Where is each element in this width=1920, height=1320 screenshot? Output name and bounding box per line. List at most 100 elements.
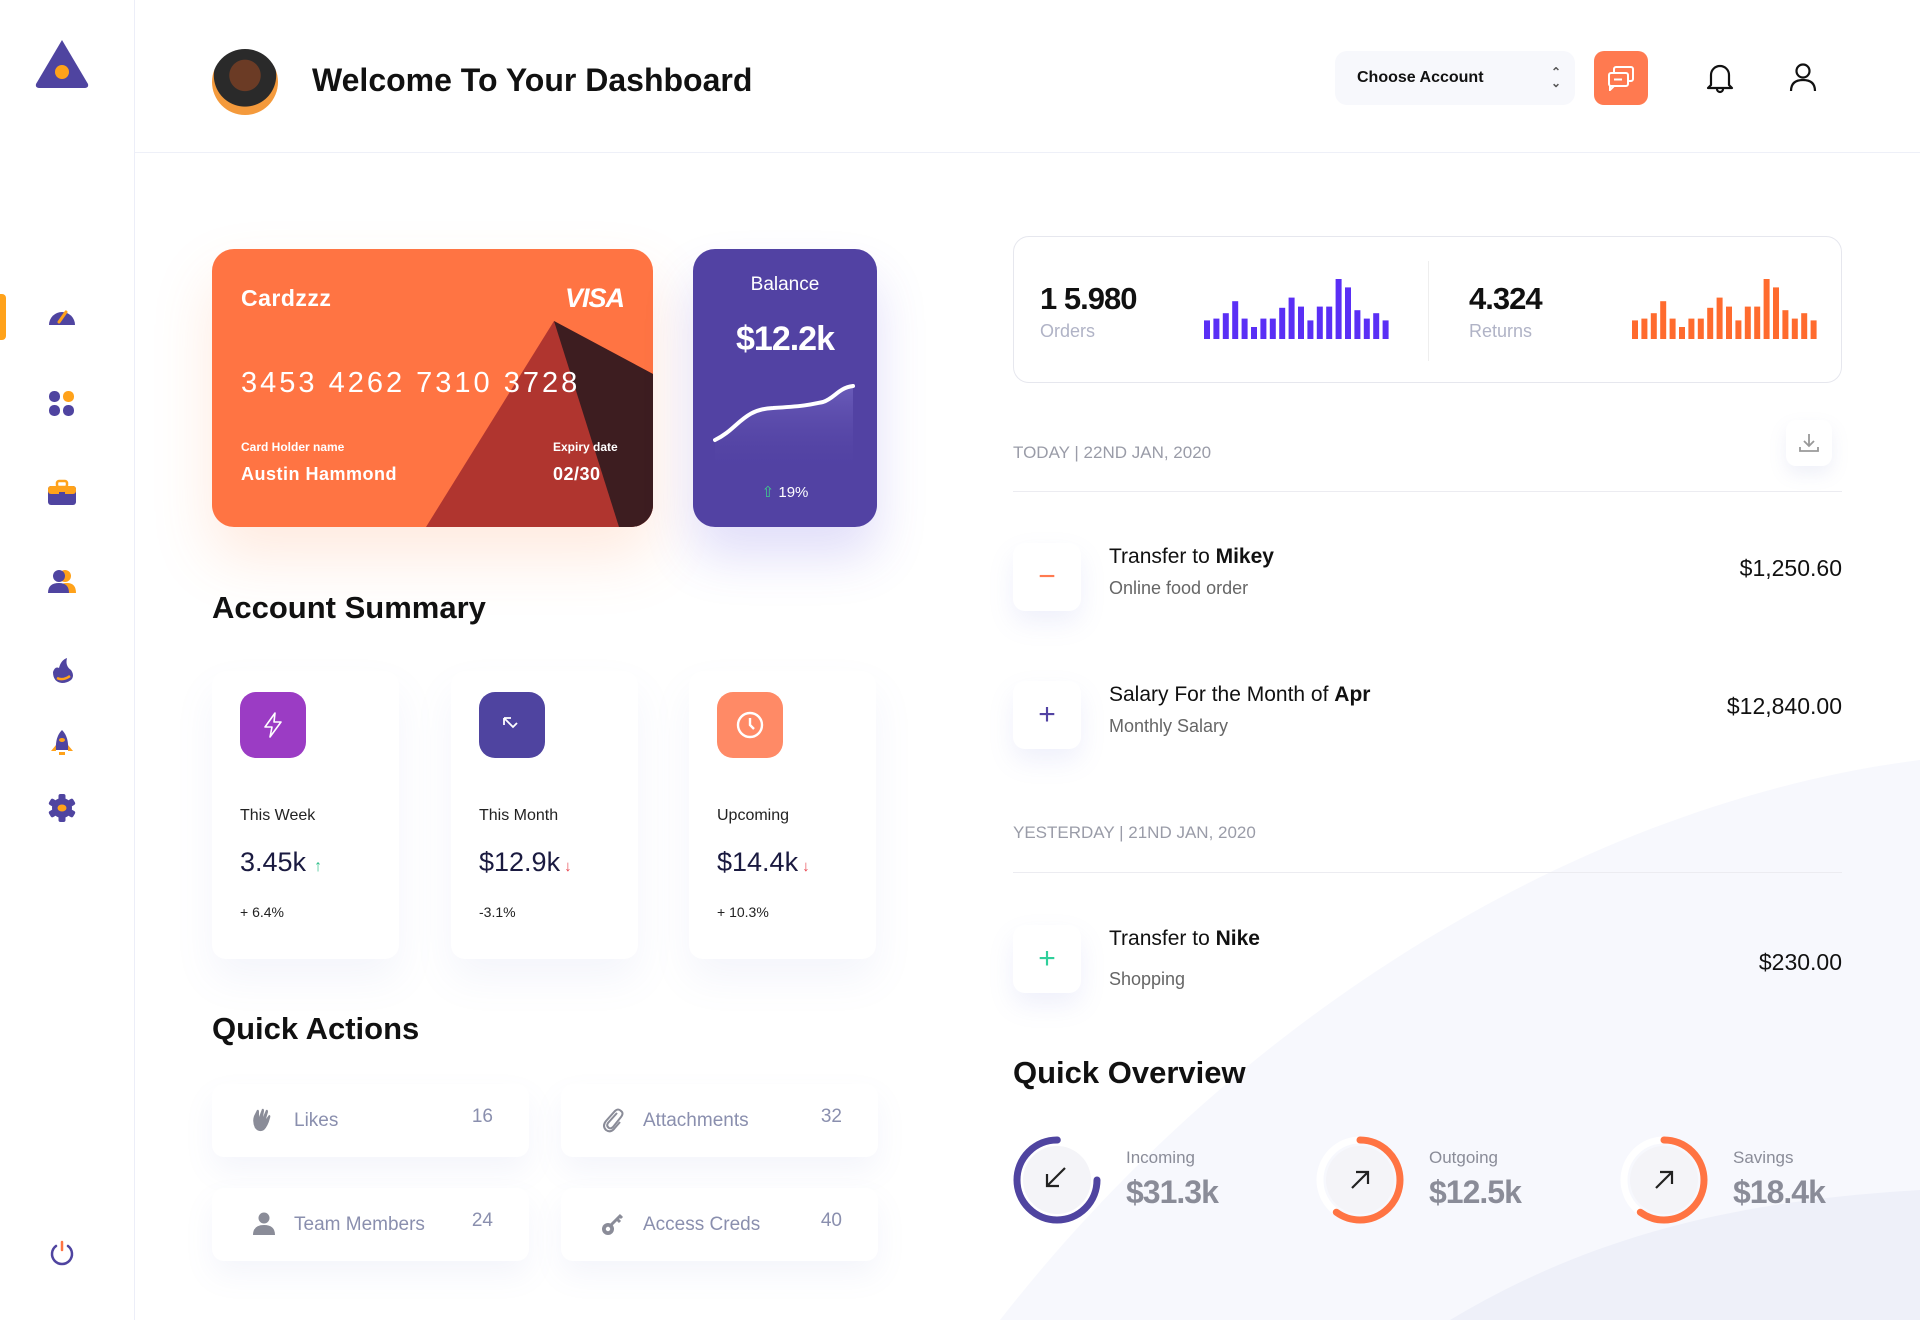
top-header [135, 0, 1920, 153]
spark-bar [1810, 320, 1817, 339]
overview-outgoing[interactable]: Outgoing $12.5k [1316, 1136, 1616, 1226]
avatar[interactable] [212, 49, 278, 115]
transaction-subtitle: Online food order [1109, 578, 1249, 598]
progress-arc [1316, 1136, 1404, 1224]
expiry-label: Expiry date [553, 440, 618, 454]
spark-bar [1307, 320, 1314, 339]
summary-label: Upcoming [717, 807, 790, 824]
quick-action-likes[interactable]: Likes 16 [212, 1084, 529, 1157]
overview-savings[interactable]: Savings $18.4k [1620, 1136, 1920, 1226]
users-icon[interactable] [47, 567, 77, 597]
spark-bar [1697, 318, 1704, 339]
fire-icon[interactable] [47, 655, 77, 685]
download-icon [1799, 434, 1819, 452]
quick-action-label: Access Creds [643, 1214, 761, 1235]
spark-bar [1373, 313, 1380, 339]
quick-action-label: Attachments [643, 1110, 749, 1131]
quick-overview-title: Quick Overview [1013, 1055, 1246, 1090]
summary-value-text: 3.45k [240, 847, 307, 877]
summary-change: + 6.4% [240, 904, 284, 920]
balance-sparkline [713, 384, 855, 474]
spark-bar [1251, 327, 1257, 339]
lightning-icon [240, 692, 306, 758]
credit-card[interactable]: Cardzzz VISA 3453 4262 7310 3728 Card Ho… [212, 249, 653, 527]
spark-bar [1204, 320, 1210, 339]
summary-value: $12.9k ↓ [479, 847, 572, 878]
briefcase-icon[interactable] [47, 478, 77, 508]
today-header: TODAY | 22ND JAN, 2020 [1013, 443, 1212, 462]
divider [1013, 872, 1842, 873]
balance-change-value: 19% [778, 484, 809, 501]
spark-bar [1726, 306, 1732, 339]
transaction-title-bold: Apr [1334, 683, 1371, 706]
account-select[interactable]: Choose Account ⌃ ⌄ [1335, 51, 1575, 105]
quick-action-count: 16 [471, 1106, 493, 1127]
plus-icon: + [1013, 925, 1081, 993]
chevron-updown-icon: ⌃ ⌄ [1550, 65, 1561, 90]
arrow-up-icon: ⇧ [761, 484, 775, 501]
arrow-up-right-icon [1351, 1170, 1370, 1189]
page-title: Welcome To Your Dashboard [312, 62, 753, 98]
transaction-amount: $230.00 [1758, 949, 1842, 975]
transaction-row[interactable]: − Transfer to Mikey Online food order $1… [1013, 543, 1842, 611]
balance-card[interactable]: Balance $12.2k ⇧ 19% [693, 249, 877, 527]
spark-bar [1791, 318, 1798, 339]
orders-label: Orders [1040, 321, 1096, 341]
spark-bar [1632, 320, 1638, 339]
spark-bar [1363, 318, 1370, 339]
quick-actions-title: Quick Actions [212, 1011, 420, 1046]
gear-icon[interactable] [47, 793, 77, 823]
visa-logo: VISA [564, 283, 625, 313]
spark-bar [1641, 318, 1648, 339]
plus-icon: + [1013, 681, 1081, 749]
arrow-down-left-icon [1045, 1167, 1066, 1188]
transaction-title-prefix: Transfer to [1109, 545, 1216, 568]
summary-card-this-week[interactable]: This Week 3.45k ↑ + 6.4% [212, 671, 399, 959]
returns-value: 4.324 [1469, 281, 1543, 316]
orders-bar-sparkline [1204, 279, 1389, 339]
power-icon[interactable] [47, 1238, 77, 1268]
spark-bar [1744, 306, 1751, 339]
transaction-row[interactable]: + Salary For the Month of Apr Monthly Sa… [1013, 681, 1842, 749]
spark-bar [1279, 307, 1286, 339]
card-name: Cardzzz [241, 285, 332, 311]
spark-bar [1782, 310, 1789, 339]
progress-ring [1316, 1136, 1404, 1224]
overview-label: Savings [1733, 1148, 1794, 1167]
transaction-amount: $12,840.00 [1726, 693, 1842, 719]
paperclip-icon [599, 1106, 627, 1134]
spark-bar [1716, 297, 1723, 339]
chat-button[interactable] [1594, 51, 1648, 105]
holder-label: Card Holder name [241, 440, 345, 454]
dashboard-gauge-icon[interactable] [47, 301, 77, 331]
transaction-title-bold: Nike [1215, 927, 1260, 950]
spark-bar [1345, 287, 1351, 339]
spark-bar [1735, 320, 1742, 339]
transaction-row[interactable]: + Transfer to Nike Shopping $230.00 [1013, 925, 1842, 993]
spark-bar [1773, 287, 1779, 339]
spark-bar [1260, 318, 1267, 339]
summary-value: $14.4k ↓ [717, 847, 810, 878]
user-icon [1789, 63, 1817, 92]
returns-bar-sparkline [1632, 279, 1817, 339]
summary-card-upcoming[interactable]: Upcoming $14.4k ↓ + 10.3% [689, 671, 876, 959]
profile-button[interactable] [1785, 60, 1821, 96]
spark-bar [1213, 318, 1220, 339]
quick-action-access-creds[interactable]: Access Creds 40 [561, 1188, 878, 1261]
orders-value: 1 5.980 [1040, 281, 1137, 316]
quick-action-count: 24 [471, 1210, 493, 1231]
active-indicator [0, 294, 6, 340]
spark-bar [1763, 279, 1770, 339]
overview-incoming[interactable]: Incoming $31.3k [1013, 1136, 1313, 1226]
summary-card-this-month[interactable]: This Month $12.9k ↓ -3.1% [451, 671, 638, 959]
trend-down-icon: ↓ [564, 858, 572, 875]
spark-bar [1354, 310, 1361, 339]
summary-label: This Week [240, 807, 316, 824]
quick-action-attachments[interactable]: Attachments 32 [561, 1084, 878, 1157]
triangle-logo-icon[interactable] [34, 38, 90, 90]
notifications-button[interactable] [1702, 60, 1738, 96]
rocket-icon[interactable] [47, 728, 77, 758]
download-button[interactable] [1786, 420, 1832, 466]
quick-action-team-members[interactable]: Team Members 24 [212, 1188, 529, 1261]
apps-grid-icon[interactable] [47, 389, 77, 419]
